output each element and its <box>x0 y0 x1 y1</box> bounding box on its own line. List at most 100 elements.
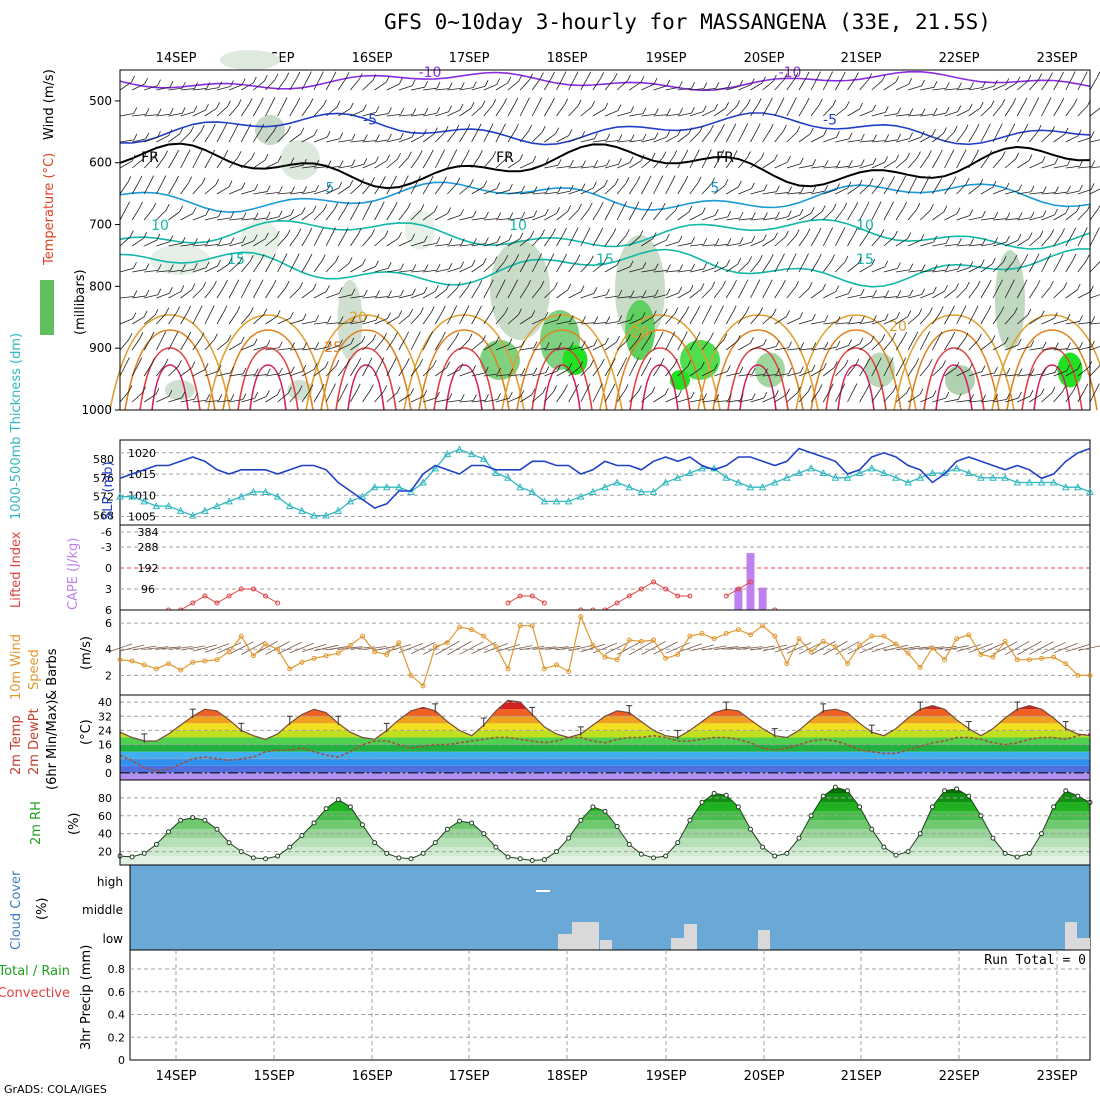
surface-wind-barb <box>568 644 593 652</box>
wind-barb-flag <box>671 331 676 338</box>
wind-barb <box>519 316 533 325</box>
wind-barb-flag <box>237 151 242 158</box>
wind-barb <box>810 390 820 403</box>
wind-barb-flag <box>380 357 385 364</box>
wind-barb-flag <box>429 331 433 338</box>
wind-barb <box>192 88 207 91</box>
wind-barb-flag <box>976 280 981 287</box>
rh-point <box>153 841 159 847</box>
wind-barb <box>592 108 606 117</box>
wind-barb-flag <box>991 335 996 342</box>
wind-barb-flag <box>441 305 446 313</box>
wind-barb <box>447 214 461 221</box>
wind-barb <box>143 363 153 377</box>
wind-barb-flag <box>473 394 477 401</box>
wind-barb-flag <box>495 336 500 344</box>
wind-barb-flag <box>165 203 170 211</box>
wind-barb-flag <box>266 211 271 219</box>
wind-barb <box>653 157 664 169</box>
wind-barb <box>144 114 159 117</box>
temp-tick-label: 8 <box>105 753 112 766</box>
wind-barb <box>313 77 321 91</box>
wind-barb-flag <box>165 307 170 314</box>
wind-barb-flag <box>371 229 375 236</box>
wind-barb-flag <box>206 238 211 245</box>
wind-barb <box>1053 77 1061 91</box>
wind-barb <box>1077 366 1090 377</box>
wind-barb-flag <box>501 279 506 286</box>
rh-point <box>1051 804 1057 810</box>
top-date-label: 18SEP <box>547 51 588 66</box>
wind-barb-flag <box>1001 151 1006 158</box>
wind-barb-flag <box>757 98 762 105</box>
wind-barb <box>265 79 276 91</box>
wind-barb <box>180 289 193 299</box>
wind-barb-flag <box>521 368 526 375</box>
wind-barb-flag <box>489 123 494 130</box>
wind-barb <box>423 397 437 403</box>
wind-barb <box>1029 79 1039 91</box>
wind-barb <box>859 389 867 403</box>
wind-speed-point <box>263 641 268 647</box>
wind-barb-flag <box>187 331 192 339</box>
wind-barb <box>447 399 462 403</box>
wind-barb-flag <box>496 78 501 85</box>
wind-barb <box>592 165 607 169</box>
wind-barb-flag <box>979 179 984 186</box>
grads-credit: GrADS: COLA/IGES <box>4 1083 107 1096</box>
wind-barb-flag <box>880 176 884 184</box>
rh-point <box>735 804 741 810</box>
wind-barb <box>738 312 747 325</box>
wind-barb-flag <box>969 209 974 216</box>
wind-barb-flag <box>151 357 156 365</box>
wind-barb <box>641 83 655 91</box>
wind-barb-flag <box>768 279 773 286</box>
wind-barb-flag <box>228 258 233 265</box>
wind-barb-flag <box>614 178 619 185</box>
contour-label: FR <box>496 150 514 166</box>
wind-barb-flag <box>276 310 281 317</box>
wind-barb-flag <box>1006 393 1011 400</box>
surface-wind-barb <box>883 644 909 652</box>
wind-barb-flag <box>892 385 897 392</box>
surface-temp-contour <box>908 329 1000 411</box>
wind-barb-flag <box>358 73 363 80</box>
wind-barb-flag <box>327 160 332 167</box>
wind-barb-flag <box>285 72 290 79</box>
wind-barb-flag <box>575 383 579 391</box>
wind10-axis-label-c: & Barbs <box>45 648 60 700</box>
wind-barb-flag <box>326 285 330 292</box>
wind-barb <box>495 104 504 117</box>
wind-barb <box>956 338 966 351</box>
wind-barb-flag <box>538 253 542 260</box>
wind-barb <box>738 399 753 403</box>
wind-barb-flag <box>818 384 823 391</box>
wind-barb <box>701 130 711 143</box>
wind-barb-flag <box>1090 285 1094 292</box>
surface-wind-barb <box>1077 645 1100 651</box>
wind-barb <box>883 268 898 273</box>
wind-barb-flag <box>1000 306 1005 313</box>
wind-barb-flag <box>812 342 817 349</box>
wind-barb <box>580 208 590 221</box>
wind-barb-flag <box>492 99 497 106</box>
wind-barb-flag <box>892 332 897 340</box>
wind-barb <box>204 129 213 143</box>
wind-barbs <box>119 71 1100 403</box>
wind-barb <box>653 208 663 221</box>
wind-barb-flag <box>708 149 712 156</box>
wind-barb-flag <box>557 313 562 321</box>
wind-barb <box>1065 259 1074 273</box>
wind-barb-flag <box>266 368 271 375</box>
wind-barb <box>253 260 262 273</box>
wind-barb <box>386 138 401 143</box>
wind-barb <box>628 182 638 195</box>
wind-barb-flag <box>776 368 780 375</box>
wind-barb-flag <box>772 308 777 315</box>
wind-barb-flag <box>908 78 913 85</box>
wind-speed-point <box>481 633 487 639</box>
wind-barb-flag <box>625 229 630 236</box>
wind-barb-flag <box>482 257 487 265</box>
wind-barb-flag <box>131 75 135 83</box>
wind-barb <box>847 321 862 325</box>
